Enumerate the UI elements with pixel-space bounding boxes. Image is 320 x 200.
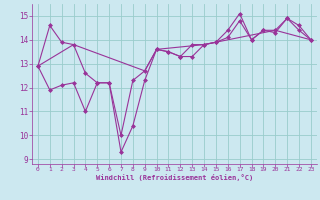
X-axis label: Windchill (Refroidissement éolien,°C): Windchill (Refroidissement éolien,°C) — [96, 174, 253, 181]
